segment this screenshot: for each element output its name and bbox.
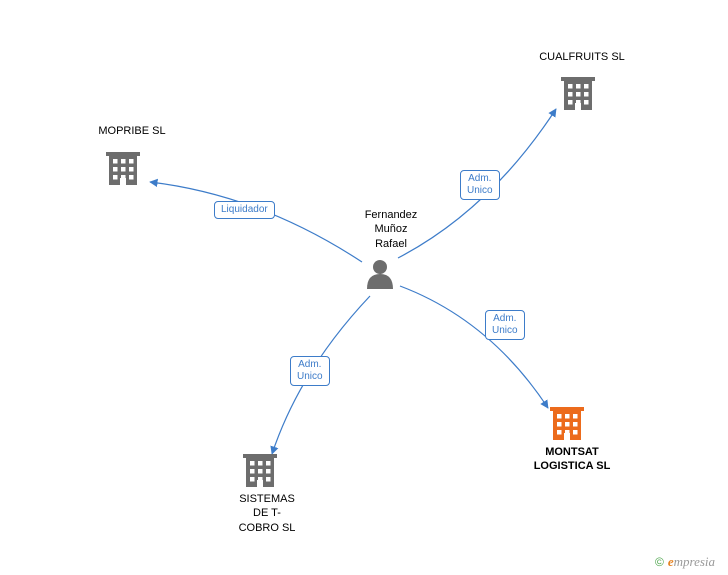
edge-label: Liquidador: [214, 201, 275, 219]
edge-label: Adm. Unico: [460, 170, 500, 200]
node-label: MONTSAT LOGISTICA SL: [522, 445, 622, 474]
building-icon: [550, 407, 584, 440]
edge: [150, 182, 362, 262]
watermark-rest: mpresia: [674, 554, 715, 569]
network-diagram: [0, 0, 728, 575]
node-label: CUALFRUITS SL: [532, 50, 632, 64]
watermark: ©empresia: [655, 554, 715, 570]
building-icon: [561, 77, 595, 110]
building-icon: [243, 454, 277, 487]
node-label: MOPRIBE SL: [92, 124, 172, 138]
copyright-symbol: ©: [655, 555, 664, 569]
person-icon: [367, 260, 393, 289]
edge: [400, 286, 548, 408]
node-label: SISTEMAS DE T- COBRO SL: [232, 492, 302, 535]
edge-label: Adm. Unico: [485, 310, 525, 340]
edge-label: Adm. Unico: [290, 356, 330, 386]
center-person-label: Fernandez Muñoz Rafael: [356, 208, 426, 251]
building-icon: [106, 152, 140, 185]
